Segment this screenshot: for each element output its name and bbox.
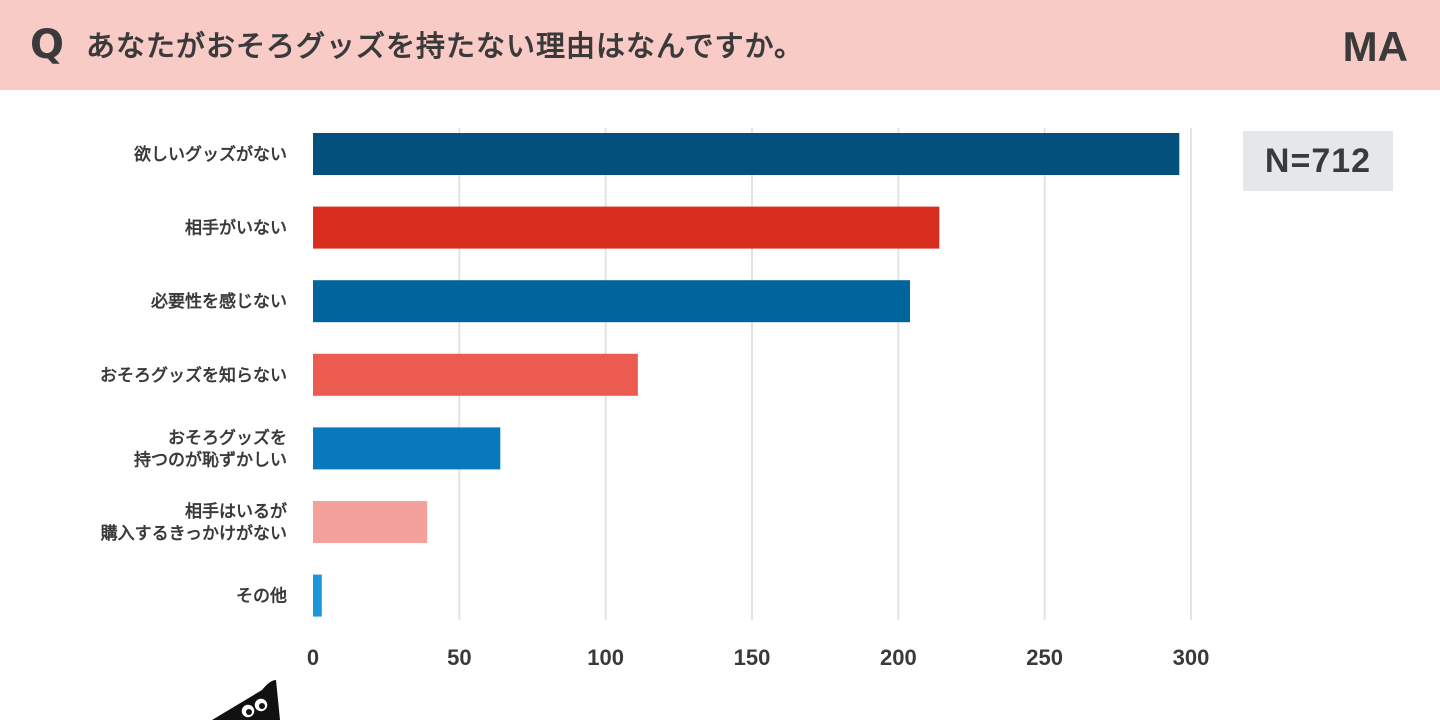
x-tick-label: 0 [307,645,319,670]
bar [313,353,638,396]
category-label: 相手はいるが購入するきっかけがない [101,501,287,544]
x-tick-label: 250 [1026,645,1063,670]
category-label: おそろグッズを持つのが恥ずかしい [134,427,287,470]
bar [313,280,911,323]
category-label: 相手がいない [185,218,287,239]
category-label: 必要性を感じない [150,291,287,312]
question-header: Q あなたがおそろグッズを持たない理由はなんですか。 MA [0,0,1440,90]
sample-size-badge: N=712 [1243,131,1393,191]
category-labels: 欲しいグッズがない相手がいない必要性を感じないおそろグッズを知らないおそろグッズ… [100,144,287,607]
bar [313,501,428,543]
bar [313,574,322,617]
x-tick-label: 200 [880,645,917,670]
bar [313,206,940,249]
x-tick-label: 300 [1173,645,1210,670]
category-label: その他 [236,586,287,607]
category-label: おそろグッズを知らない [100,365,287,386]
x-tick-label: 50 [447,645,471,670]
category-label: 欲しいグッズがない [133,144,287,165]
bars [313,133,1180,617]
mascot-character-icon [212,680,280,720]
x-tick-label: 100 [587,645,624,670]
x-axis-tick-labels: 0 50 100 150 200 250 300 [307,645,1209,670]
answer-type-label: MA [1342,23,1408,70]
x-tick-label: 150 [734,645,771,670]
bar [313,133,1180,175]
question-marker: Q [30,22,65,68]
bar [313,427,501,470]
question-title: あなたがおそろグッズを持たない理由はなんですか。 [86,29,804,63]
